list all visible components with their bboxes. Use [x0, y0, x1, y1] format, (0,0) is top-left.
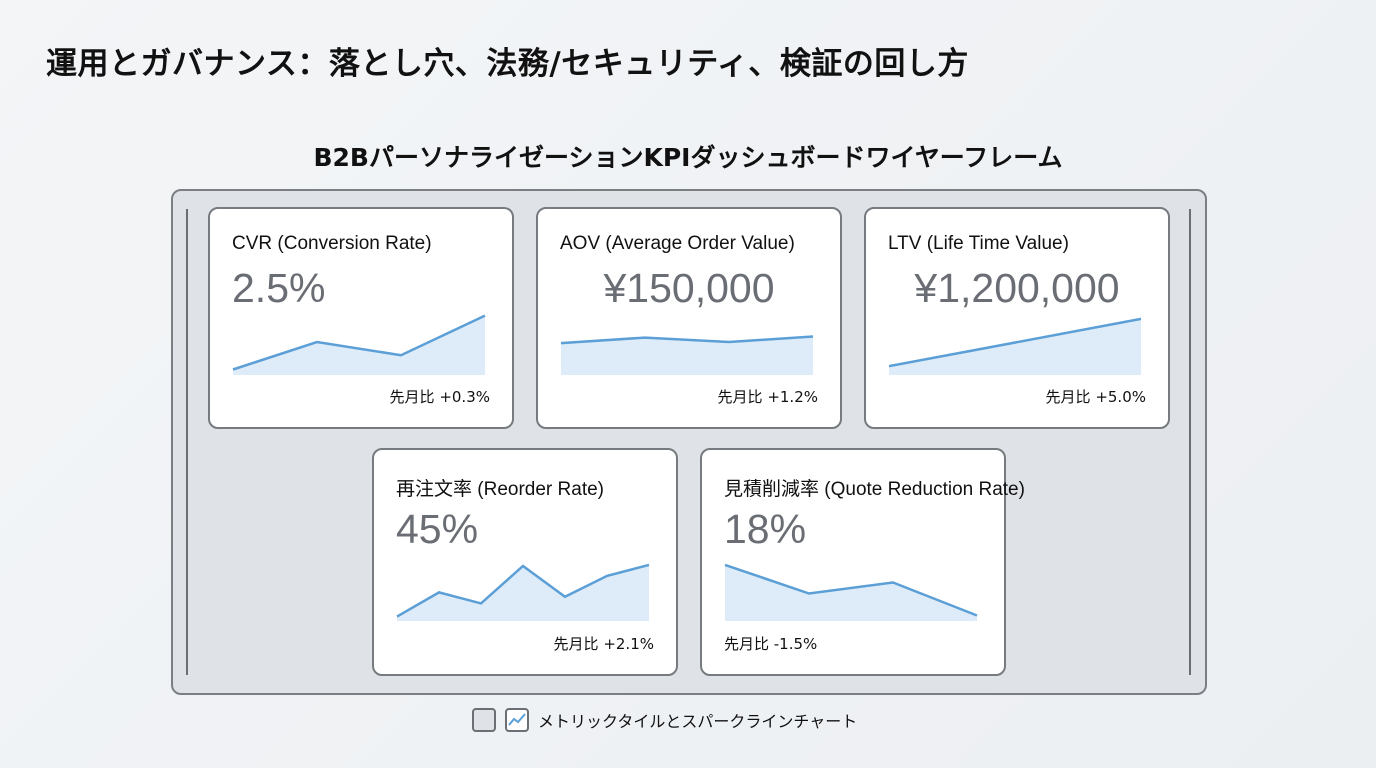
card-title: CVR (Conversion Rate)	[232, 233, 432, 254]
card-value: 45%	[396, 506, 479, 552]
card-value: ¥150,000	[603, 265, 775, 311]
card-delta: 先月比 -1.5%	[724, 635, 818, 653]
frame-divider	[186, 209, 188, 675]
frame-divider	[1189, 209, 1191, 675]
sparkline-icon	[505, 708, 529, 732]
card-value: ¥1,200,000	[914, 265, 1120, 311]
kpi-card-reorder-rate[interactable]: 再注文率 (Reorder Rate) 45% 先月比 +2.1%	[372, 448, 678, 676]
card-value: 18%	[724, 506, 807, 552]
card-delta: 先月比 +1.2%	[717, 388, 818, 406]
card-title: AOV (Average Order Value)	[560, 233, 795, 254]
card-delta: 先月比 +0.3%	[389, 388, 490, 406]
sparkline-area	[725, 564, 977, 621]
sparkline	[724, 563, 978, 621]
legend: メトリックタイルとスパークラインチャート	[472, 708, 857, 732]
kpi-card-quote-reduction[interactable]: 見積削減率 (Quote Reduction Rate) 18% 先月比 -1.…	[700, 448, 1025, 676]
kpi-card-ltv[interactable]: LTV (Life Time Value) ¥1,200,000 先月比 +5.…	[864, 207, 1170, 429]
legend-label: メトリックタイルとスパークラインチャート	[538, 712, 858, 731]
tile-swatch-icon	[472, 708, 496, 732]
sparkline-line	[232, 314, 486, 371]
sparkline-area	[233, 315, 485, 375]
dashboard-title: B2BパーソナライゼーションKPIダッシュボードワイヤーフレーム	[313, 143, 1063, 172]
sparkline-area	[889, 318, 1141, 375]
sparkline-line	[560, 335, 814, 345]
sparkline	[560, 335, 814, 375]
page-title: 運用とガバナンス：落とし穴、法務/セキュリティ、検証の回し方	[46, 46, 969, 82]
sparkline-line	[396, 563, 650, 618]
card-title: 見積削減率 (Quote Reduction Rate)	[724, 479, 1025, 500]
sparkline	[888, 317, 1142, 375]
kpi-card-cvr[interactable]: CVR (Conversion Rate) 2.5% 先月比 +0.3%	[208, 207, 514, 429]
card-title: LTV (Life Time Value)	[888, 233, 1069, 254]
kpi-card-aov[interactable]: AOV (Average Order Value) ¥150,000 先月比 +…	[536, 207, 842, 429]
sparkline	[396, 563, 650, 621]
sparkline	[232, 314, 486, 375]
card-title: 再注文率 (Reorder Rate)	[396, 479, 604, 500]
dashboard-frame: CVR (Conversion Rate) 2.5% 先月比 +0.3% AOV…	[171, 189, 1207, 695]
sparkline-area	[397, 564, 649, 621]
sparkline-line	[888, 317, 1142, 368]
card-delta: 先月比 +2.1%	[553, 635, 654, 653]
card-delta: 先月比 +5.0%	[1045, 388, 1146, 406]
sparkline-area	[561, 336, 813, 375]
sparkline-line	[724, 563, 978, 617]
card-value: 2.5%	[232, 265, 326, 311]
